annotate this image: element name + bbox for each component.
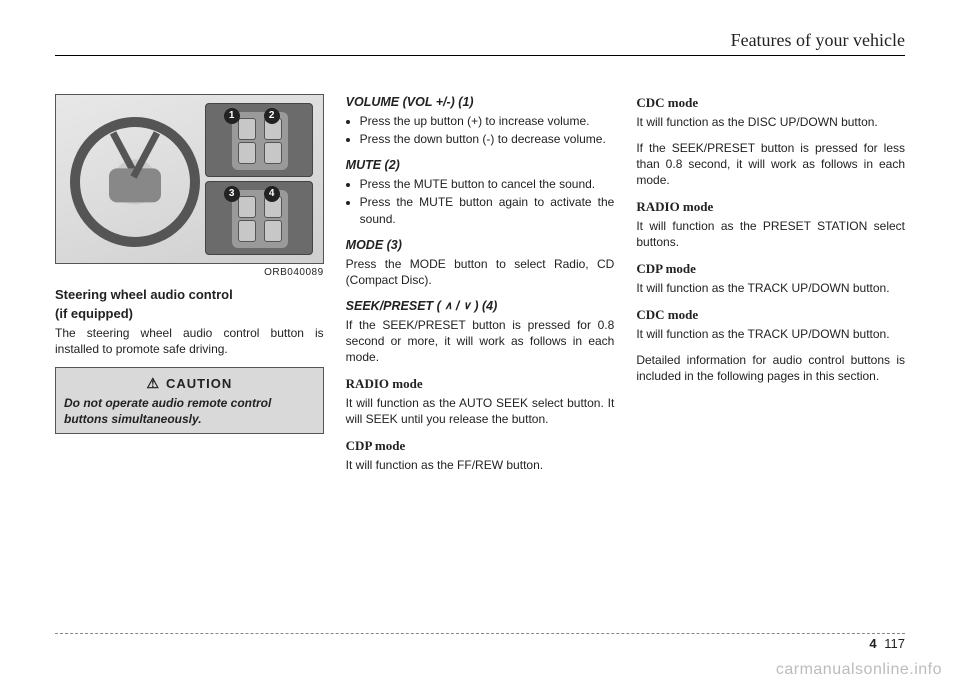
watermark: carmanualsonline.info: [776, 661, 942, 679]
figure-code: ORB040089: [55, 266, 324, 280]
note-paragraph: If the SEEK/PRESET button is pressed for…: [636, 140, 905, 189]
seek-paragraph: If the SEEK/PRESET button is pressed for…: [346, 317, 615, 366]
mute-bullet-2: Press the MUTE button again to activate …: [360, 194, 615, 226]
callout-2: 2: [264, 108, 280, 124]
cdp-mode-heading-2: CDP mode: [636, 260, 905, 278]
seek-heading-post: ) (4): [471, 299, 497, 313]
intro-paragraph: The steering wheel audio control button …: [55, 325, 324, 357]
radio-mode-paragraph: It will function as the AUTO SEEK select…: [346, 395, 615, 427]
cdc-mode-paragraph-1: It will function as the DISC UP/DOWN but…: [636, 114, 905, 130]
steering-wheel-icon: [70, 117, 200, 247]
mute-bullet-1: Press the MUTE button to cancel the soun…: [360, 176, 615, 192]
chevron-up-icon: ∧: [444, 299, 452, 314]
radio-mode-heading: RADIO mode: [346, 375, 615, 393]
callout-1: 1: [224, 108, 240, 124]
cdc-mode-heading-1: CDC mode: [636, 94, 905, 112]
detail-paragraph: Detailed information for audio control b…: [636, 352, 905, 384]
warning-icon: ⚠: [146, 374, 160, 393]
steering-wheel-figure: 1 2 3 4: [55, 94, 324, 264]
page-footer: 4 117: [55, 633, 905, 651]
radio-mode-paragraph-2: It will function as the PRESET STATION s…: [636, 218, 905, 250]
mute-heading: MUTE (2): [346, 157, 615, 174]
cdp-mode-paragraph: It will function as the FF/REW button.: [346, 457, 615, 473]
cdc-mode-paragraph-2: It will function as the TRACK UP/DOWN bu…: [636, 326, 905, 342]
seek-heading-pre: SEEK/PRESET (: [346, 299, 445, 313]
section-title-line2: (if equipped): [55, 305, 324, 323]
chevron-down-icon: ∨: [463, 299, 471, 314]
callout-4: 4: [264, 186, 280, 202]
page-header: Features of your vehicle: [55, 30, 905, 55]
cdp-mode-heading: CDP mode: [346, 437, 615, 455]
column-2: VOLUME (VOL +/-) (1) Press the up button…: [346, 94, 615, 483]
control-panel-top: 1 2: [205, 103, 313, 177]
cdp-mode-paragraph-2: It will function as the TRACK UP/DOWN bu…: [636, 280, 905, 296]
volume-heading: VOLUME (VOL +/-) (1): [346, 94, 615, 111]
column-3: CDC mode It will function as the DISC UP…: [636, 94, 905, 483]
page-number: 117: [884, 636, 905, 651]
seek-heading: SEEK/PRESET ( ∧ / ∨ ) (4): [346, 298, 615, 315]
radio-mode-heading-2: RADIO mode: [636, 198, 905, 216]
mode-paragraph: Press the MODE button to select Radio, C…: [346, 256, 615, 288]
mode-heading: MODE (3): [346, 237, 615, 254]
control-panel-bottom: 3 4: [205, 181, 313, 255]
callout-3: 3: [224, 186, 240, 202]
caution-text: Do not operate audio remote control butt…: [64, 395, 315, 427]
caution-label: CAUTION: [166, 375, 232, 393]
volume-bullet-2: Press the down button (-) to decrease vo…: [360, 131, 615, 147]
column-1: 1 2 3 4 ORB040089 Steering wheel audio c…: [55, 94, 324, 483]
cdc-mode-heading-2: CDC mode: [636, 306, 905, 324]
caution-box: ⚠ CAUTION Do not operate audio remote co…: [55, 367, 324, 434]
section-number: 4: [869, 636, 876, 651]
volume-bullet-1: Press the up button (+) to increase volu…: [360, 113, 615, 129]
section-title-line1: Steering wheel audio control: [55, 286, 324, 304]
